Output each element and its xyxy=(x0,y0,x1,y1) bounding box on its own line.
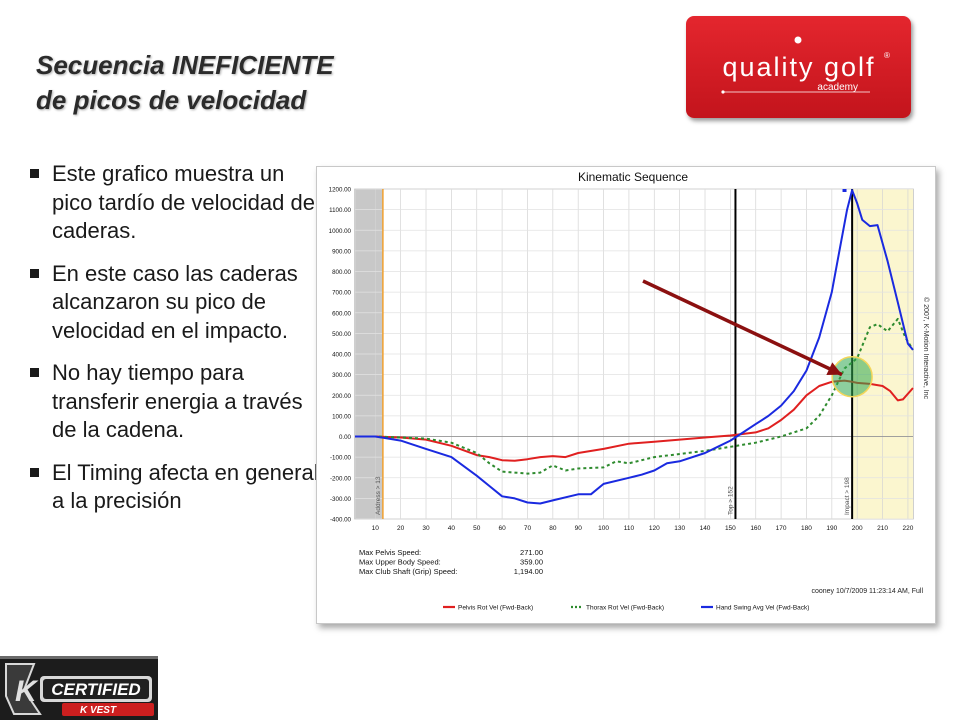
y-tick-label: 0.00 xyxy=(339,434,352,441)
badge-kvest-text: K VEST xyxy=(80,705,117,716)
y-tick-label: 800.00 xyxy=(332,269,351,276)
chart-copyright: © 2007, K-Motion Interactive, Inc xyxy=(922,297,930,400)
x-tick-label: 170 xyxy=(776,525,787,532)
bullet-item: Este grafico muestra un pico tardío de v… xyxy=(30,160,320,246)
legend-label: Pelvis Rot Vel (Fwd-Back) xyxy=(458,605,533,612)
logo-registered-mark: ® xyxy=(884,51,890,60)
badge-art: K CERTIFIED K VEST xyxy=(0,656,158,720)
x-tick-label: 150 xyxy=(725,525,736,532)
y-tick-label: 700.00 xyxy=(332,290,351,297)
logo-sub-text: academy xyxy=(817,82,858,93)
y-tick-label: 200.00 xyxy=(332,393,351,400)
y-tick-label: -100.00 xyxy=(330,455,352,462)
x-tick-label: 210 xyxy=(877,525,888,532)
y-tick-label: 900.00 xyxy=(332,248,351,255)
y-tick-label: 1000.00 xyxy=(329,228,352,235)
logo-brand-text: quality golf xyxy=(722,52,875,82)
bullet-item: No hay tiempo para transferir energia a … xyxy=(30,359,320,445)
x-tick-label: 30 xyxy=(422,525,430,532)
badge-k-letter: K xyxy=(15,675,39,708)
chart-footer-note: cooney 10/7/2009 11:23:14 AM, Full xyxy=(811,588,923,595)
kinematic-chart-frame: Address > 13 Top > 152 Impact > 198 1200.0… xyxy=(316,166,936,624)
stat-label: Max Pelvis Speed: xyxy=(359,548,421,557)
x-tick-label: 40 xyxy=(448,525,456,532)
arrow-head-icon xyxy=(826,362,842,375)
x-tick-label: 60 xyxy=(498,525,506,532)
y-tick-label: -300.00 xyxy=(330,496,352,503)
stat-value: 359.00 xyxy=(520,558,543,567)
x-tick-label: 140 xyxy=(700,525,711,532)
y-tick-label: 300.00 xyxy=(332,372,351,379)
square-bullet-icon xyxy=(30,467,39,477)
logo-dot-icon xyxy=(794,36,802,44)
square-bullet-icon xyxy=(30,268,39,278)
bullet-item: El Timing afecta en general a la precisi… xyxy=(30,459,320,516)
logo-art: quality golf ® academy xyxy=(721,36,890,94)
legend-label: Thorax Rot Vel (Fwd-Back) xyxy=(586,605,664,612)
event-marker-label: Impact > 198 xyxy=(844,477,851,515)
x-tick-label: 50 xyxy=(473,525,481,532)
x-tick-label: 90 xyxy=(575,525,583,532)
y-tick-label: 1200.00 xyxy=(329,187,352,194)
badge-certified-text: CERTIFIED xyxy=(51,680,140,699)
quality-golf-logo: quality golf ® academy xyxy=(686,16,911,118)
x-tick-label: 120 xyxy=(649,525,660,532)
x-tick-label: 220 xyxy=(902,525,913,532)
y-tick-label: -200.00 xyxy=(330,475,352,482)
x-tick-label: 200 xyxy=(852,525,863,532)
x-tick-label: 110 xyxy=(624,525,635,532)
stat-value: 1,194.00 xyxy=(514,567,543,576)
series-line xyxy=(355,189,914,505)
x-tick-label: 80 xyxy=(549,525,557,532)
y-tick-label: 600.00 xyxy=(332,310,351,317)
stat-label: Max Club Shaft (Grip) Speed: xyxy=(359,567,457,576)
slide-title-line1: Secuencia INEFICIENTE xyxy=(36,50,334,80)
x-tick-label: 190 xyxy=(826,525,837,532)
stat-label: Max Upper Body Speed: xyxy=(359,558,441,567)
y-tick-label: 400.00 xyxy=(332,352,351,359)
y-tick-label: 1100.00 xyxy=(329,207,351,214)
slide-title-line2: de picos de velocidad xyxy=(36,85,307,115)
x-tick-label: 160 xyxy=(750,525,761,532)
y-tick-label: -400.00 xyxy=(330,517,352,524)
kinematic-sequence-chart: Address > 13 Top > 152 Impact > 198 1200.0… xyxy=(317,167,935,623)
x-tick-label: 20 xyxy=(397,525,405,532)
event-marker-label: Address > 13 xyxy=(375,476,382,515)
legend-label: Hand Swing Avg Vel (Fwd-Back) xyxy=(716,605,809,612)
x-tick-label: 100 xyxy=(598,525,609,532)
x-tick-label: 180 xyxy=(801,525,812,532)
impact-highlight-circle xyxy=(831,355,873,398)
y-tick-label: 100.00 xyxy=(332,413,351,420)
y-tick-label: 500.00 xyxy=(332,331,351,338)
square-bullet-icon xyxy=(30,169,39,178)
bullet-list: Este grafico muestra un pico tardío de v… xyxy=(30,160,320,530)
bullet-item: En este caso las caderas alcanzaron su p… xyxy=(30,260,320,346)
stat-value: 271.00 xyxy=(520,548,543,557)
annotation-arrow xyxy=(642,279,843,377)
x-tick-label: 10 xyxy=(372,525,380,532)
slide-title: Secuencia INEFICIENTE de picos de veloci… xyxy=(36,48,334,118)
event-marker-label: Top > 152 xyxy=(727,486,734,515)
x-tick-label: 130 xyxy=(674,525,685,532)
chart-title: Kinematic Sequence xyxy=(578,170,688,184)
series-line xyxy=(355,317,914,475)
square-bullet-icon xyxy=(30,368,39,377)
k-vest-certified-badge: K CERTIFIED K VEST xyxy=(0,656,158,720)
x-tick-label: 70 xyxy=(524,525,532,532)
